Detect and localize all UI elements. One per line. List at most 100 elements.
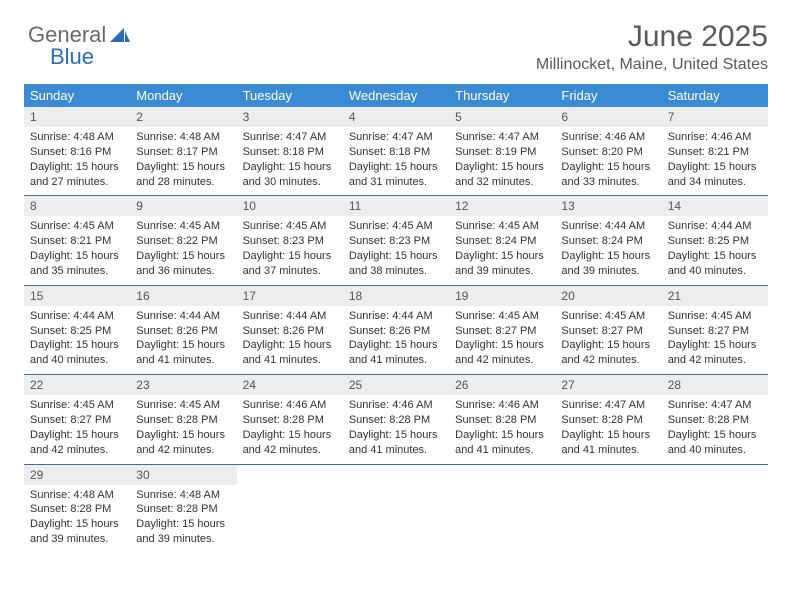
daylight-line: Daylight: 15 hours and 35 minutes. xyxy=(30,249,124,279)
daylight-line: Daylight: 15 hours and 42 minutes. xyxy=(561,338,655,368)
day-info: Sunrise: 4:44 AMSunset: 8:26 PMDaylight:… xyxy=(130,309,236,368)
sunset-line: Sunset: 8:28 PM xyxy=(455,413,549,428)
daylight-line: Daylight: 15 hours and 42 minutes. xyxy=(243,428,337,458)
sunset-line: Sunset: 8:23 PM xyxy=(349,234,443,249)
calendar-day xyxy=(662,465,768,553)
sunset-line: Sunset: 8:28 PM xyxy=(136,502,230,517)
calendar-day: 4Sunrise: 4:47 AMSunset: 8:18 PMDaylight… xyxy=(343,107,449,195)
day-info: Sunrise: 4:45 AMSunset: 8:23 PMDaylight:… xyxy=(343,219,449,278)
calendar-day: 28Sunrise: 4:47 AMSunset: 8:28 PMDayligh… xyxy=(662,375,768,463)
sunrise-line: Sunrise: 4:46 AM xyxy=(349,398,443,413)
calendar-day: 19Sunrise: 4:45 AMSunset: 8:27 PMDayligh… xyxy=(449,286,555,374)
calendar-day: 30Sunrise: 4:48 AMSunset: 8:28 PMDayligh… xyxy=(130,465,236,553)
sunrise-line: Sunrise: 4:45 AM xyxy=(30,398,124,413)
day-info: Sunrise: 4:46 AMSunset: 8:20 PMDaylight:… xyxy=(555,130,661,189)
calendar-day: 11 Sunrise: 4:45 AMSunset: 8:23 PMDayligh… xyxy=(343,196,449,284)
day-number: 18 xyxy=(343,286,449,306)
calendar-day: 2Sunrise: 4:48 AMSunset: 8:17 PMDaylight… xyxy=(130,107,236,195)
day-number: 24 xyxy=(237,375,343,395)
day-number: 20 xyxy=(555,286,661,306)
day-info: Sunrise: 4:44 AMSunset: 8:26 PMDaylight:… xyxy=(237,309,343,368)
day-of-week: Wednesday xyxy=(343,84,449,107)
day-of-week: Sunday xyxy=(24,84,130,107)
day-info: Sunrise: 4:44 AMSunset: 8:24 PMDaylight:… xyxy=(555,219,661,278)
sunset-line: Sunset: 8:21 PM xyxy=(668,145,762,160)
sunset-line: Sunset: 8:19 PM xyxy=(455,145,549,160)
day-number: 1 xyxy=(24,107,130,127)
day-info: Sunrise: 4:44 AMSunset: 8:25 PMDaylight:… xyxy=(662,219,768,278)
calendar-day xyxy=(555,465,661,553)
sunrise-line: Sunrise: 4:44 AM xyxy=(349,309,443,324)
day-info: Sunrise: 4:47 AMSunset: 8:18 PMDaylight:… xyxy=(237,130,343,189)
sunrise-line: Sunrise: 4:47 AM xyxy=(561,398,655,413)
day-of-week: Friday xyxy=(555,84,661,107)
day-info: Sunrise: 4:48 AMSunset: 8:16 PMDaylight:… xyxy=(24,130,130,189)
calendar-day: 10Sunrise: 4:45 AMSunset: 8:23 PMDayligh… xyxy=(237,196,343,284)
sunrise-line: Sunrise: 4:44 AM xyxy=(30,309,124,324)
sunrise-line: Sunrise: 4:44 AM xyxy=(243,309,337,324)
day-number: 7 xyxy=(662,107,768,127)
calendar-day: 7 Sunrise: 4:46 AMSunset: 8:21 PMDaylight… xyxy=(662,107,768,195)
sunrise-line: Sunrise: 4:44 AM xyxy=(668,219,762,234)
sunset-line: Sunset: 8:20 PM xyxy=(561,145,655,160)
sunset-line: Sunset: 8:28 PM xyxy=(349,413,443,428)
sunrise-line: Sunrise: 4:45 AM xyxy=(30,219,124,234)
sunrise-line: Sunrise: 4:47 AM xyxy=(455,130,549,145)
page-subtitle: Millinocket, Maine, United States xyxy=(24,56,768,74)
day-of-week: Thursday xyxy=(449,84,555,107)
calendar-day: 14Sunrise: 4:44 AMSunset: 8:25 PMDayligh… xyxy=(662,196,768,284)
calendar-day: 18Sunrise: 4:44 AMSunset: 8:26 PMDayligh… xyxy=(343,286,449,374)
sunrise-line: Sunrise: 4:48 AM xyxy=(30,488,124,503)
daylight-line: Daylight: 15 hours and 33 minutes. xyxy=(561,160,655,190)
daylight-line: Daylight: 15 hours and 32 minutes. xyxy=(455,160,549,190)
calendar-day: 25 Sunrise: 4:46 AMSunset: 8:28 PMDayligh… xyxy=(343,375,449,463)
day-number: 9 xyxy=(130,196,236,216)
day-number: 11 xyxy=(343,196,449,216)
daylight-line: Daylight: 15 hours and 41 minutes. xyxy=(349,428,443,458)
day-info: Sunrise: 4:45 AMSunset: 8:22 PMDaylight:… xyxy=(130,219,236,278)
page-title: June 2025 xyxy=(24,20,768,54)
sunset-line: Sunset: 8:18 PM xyxy=(243,145,337,160)
daylight-line: Daylight: 15 hours and 37 minutes. xyxy=(243,249,337,279)
calendar-day: 26Sunrise: 4:46 AMSunset: 8:28 PMDayligh… xyxy=(449,375,555,463)
day-number: 4 xyxy=(343,107,449,127)
sunset-line: Sunset: 8:27 PM xyxy=(30,413,124,428)
sunset-line: Sunset: 8:23 PM xyxy=(243,234,337,249)
daylight-line: Daylight: 15 hours and 38 minutes. xyxy=(349,249,443,279)
sunrise-line: Sunrise: 4:46 AM xyxy=(455,398,549,413)
logo-sail-icon xyxy=(110,24,130,50)
day-info: Sunrise: 4:46 AMSunset: 8:21 PMDaylight:… xyxy=(662,130,768,189)
sunrise-line: Sunrise: 4:46 AM xyxy=(668,130,762,145)
sunrise-line: Sunrise: 4:45 AM xyxy=(668,309,762,324)
sunset-line: Sunset: 8:24 PM xyxy=(561,234,655,249)
day-info: Sunrise: 4:47 AMSunset: 8:28 PMDaylight:… xyxy=(662,398,768,457)
day-number: 3 xyxy=(237,107,343,127)
day-number: 22 xyxy=(24,375,130,395)
sunset-line: Sunset: 8:27 PM xyxy=(561,324,655,339)
daylight-line: Daylight: 15 hours and 41 minutes. xyxy=(243,338,337,368)
daylight-line: Daylight: 15 hours and 36 minutes. xyxy=(136,249,230,279)
day-of-week: Monday xyxy=(130,84,236,107)
day-number: 25 xyxy=(343,375,449,395)
sunrise-line: Sunrise: 4:48 AM xyxy=(136,488,230,503)
calendar-day: 29Sunrise: 4:48 AMSunset: 8:28 PMDayligh… xyxy=(24,465,130,553)
day-info: Sunrise: 4:48 AMSunset: 8:17 PMDaylight:… xyxy=(130,130,236,189)
day-info: Sunrise: 4:45 AMSunset: 8:27 PMDaylight:… xyxy=(24,398,130,457)
daylight-line: Daylight: 15 hours and 39 minutes. xyxy=(30,517,124,547)
daylight-line: Daylight: 15 hours and 40 minutes. xyxy=(668,249,762,279)
calendar-day: 22 Sunrise: 4:45 AMSunset: 8:27 PMDayligh… xyxy=(24,375,130,463)
sunset-line: Sunset: 8:28 PM xyxy=(668,413,762,428)
sunset-line: Sunset: 8:28 PM xyxy=(243,413,337,428)
calendar-day: 3 Sunrise: 4:47 AMSunset: 8:18 PMDaylight… xyxy=(237,107,343,195)
sunrise-line: Sunrise: 4:46 AM xyxy=(561,130,655,145)
day-number: 23 xyxy=(130,375,236,395)
sunrise-line: Sunrise: 4:45 AM xyxy=(136,398,230,413)
day-number: 17 xyxy=(237,286,343,306)
sunrise-line: Sunrise: 4:45 AM xyxy=(349,219,443,234)
sunset-line: Sunset: 8:18 PM xyxy=(349,145,443,160)
day-of-week: Saturday xyxy=(662,84,768,107)
calendar-week: 15Sunrise: 4:44 AMSunset: 8:25 PMDayligh… xyxy=(24,286,768,375)
sunset-line: Sunset: 8:17 PM xyxy=(136,145,230,160)
daylight-line: Daylight: 15 hours and 41 minutes. xyxy=(136,338,230,368)
daylight-line: Daylight: 15 hours and 40 minutes. xyxy=(668,428,762,458)
